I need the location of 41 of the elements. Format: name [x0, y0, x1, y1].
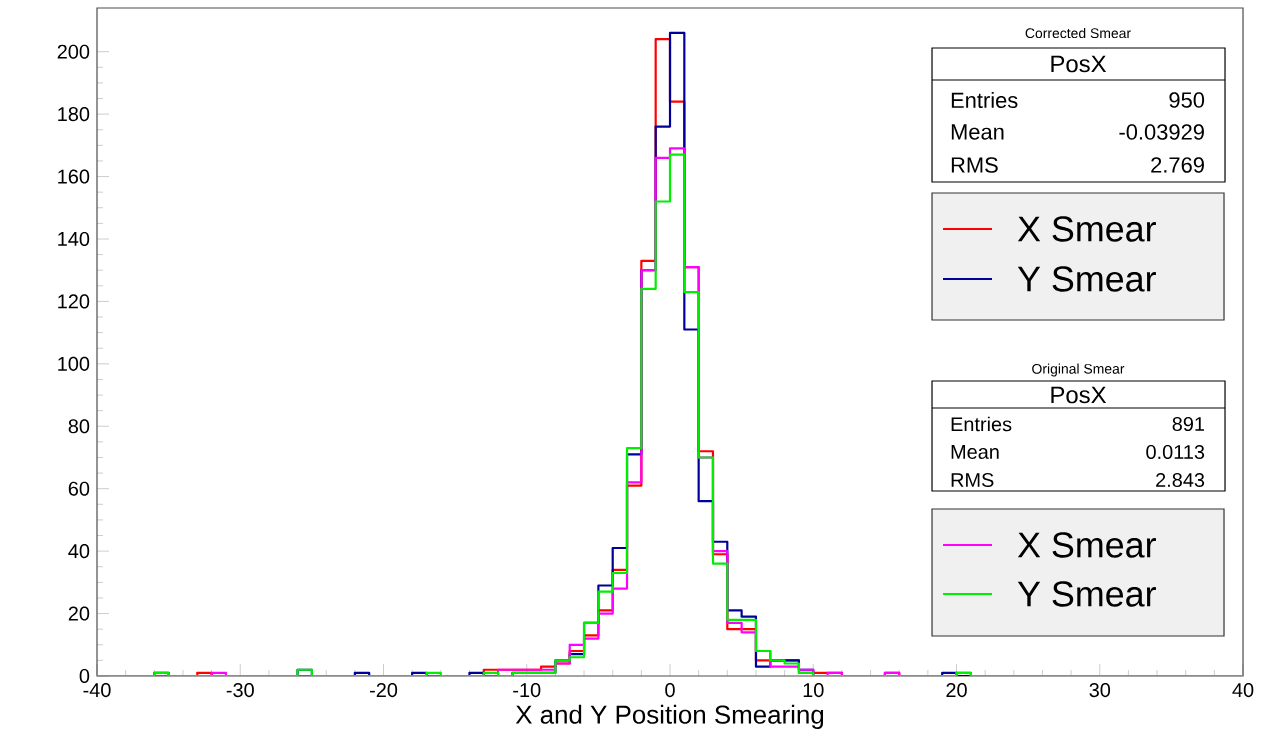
annotation: RMS — [951, 157, 998, 173]
annotation: Original Smear — [1032, 363, 1125, 377]
x-tick-label: -30 — [226, 683, 254, 698]
x-tick-label: 40 — [1232, 683, 1254, 698]
annotation: PosX — [1051, 386, 1107, 404]
annotation: Entries — [951, 91, 1018, 109]
x-tick-label: 10 — [803, 683, 824, 698]
y-tick-label: 200 — [57, 44, 90, 59]
annotation: Mean — [951, 445, 999, 459]
y-tick-label: 0 — [79, 668, 90, 684]
x-tick-label: 30 — [1089, 683, 1111, 698]
y-tick-label: 160 — [58, 169, 90, 184]
legend-label: X Smear — [1017, 216, 1156, 242]
annotation: 891 — [1172, 416, 1205, 432]
y-tick-label: 80 — [68, 419, 90, 434]
legend-label: X Smear — [1017, 532, 1156, 558]
annotation: Mean — [951, 124, 1004, 140]
annotation: Entries — [951, 416, 1012, 432]
annotation: 2.843 — [1156, 472, 1205, 488]
x-tick-label: -20 — [369, 683, 398, 698]
annotation: Corrected Smear — [1025, 27, 1131, 39]
y-tick-label: 60 — [68, 481, 90, 496]
annotation: 950 — [1169, 92, 1205, 108]
y-tick-label: 40 — [68, 544, 90, 559]
annotation: PosX — [1051, 55, 1107, 73]
x-axis-title: X and Y Position Smearing — [515, 704, 824, 729]
x-tick-label: -40 — [83, 683, 111, 698]
annotation: 2.769 — [1151, 157, 1204, 173]
y-tick-label: 120 — [58, 294, 90, 309]
x-tick-label: 20 — [946, 683, 967, 698]
annotation: 0.0113 — [1146, 444, 1205, 460]
y-tick-label: 180 — [58, 107, 90, 122]
y-tick-label: 100 — [58, 356, 90, 371]
x-tick-label: -10 — [513, 683, 541, 698]
annotation: -0.03929 — [1119, 124, 1204, 140]
annotation: RMS — [951, 472, 994, 488]
y-tick-label: 140 — [58, 231, 90, 247]
y-tick-label: 20 — [68, 606, 90, 621]
x-tick-label: 0 — [665, 683, 675, 698]
legend-label: Y Smear — [1017, 266, 1156, 292]
legend-label: Y Smear — [1017, 581, 1156, 607]
